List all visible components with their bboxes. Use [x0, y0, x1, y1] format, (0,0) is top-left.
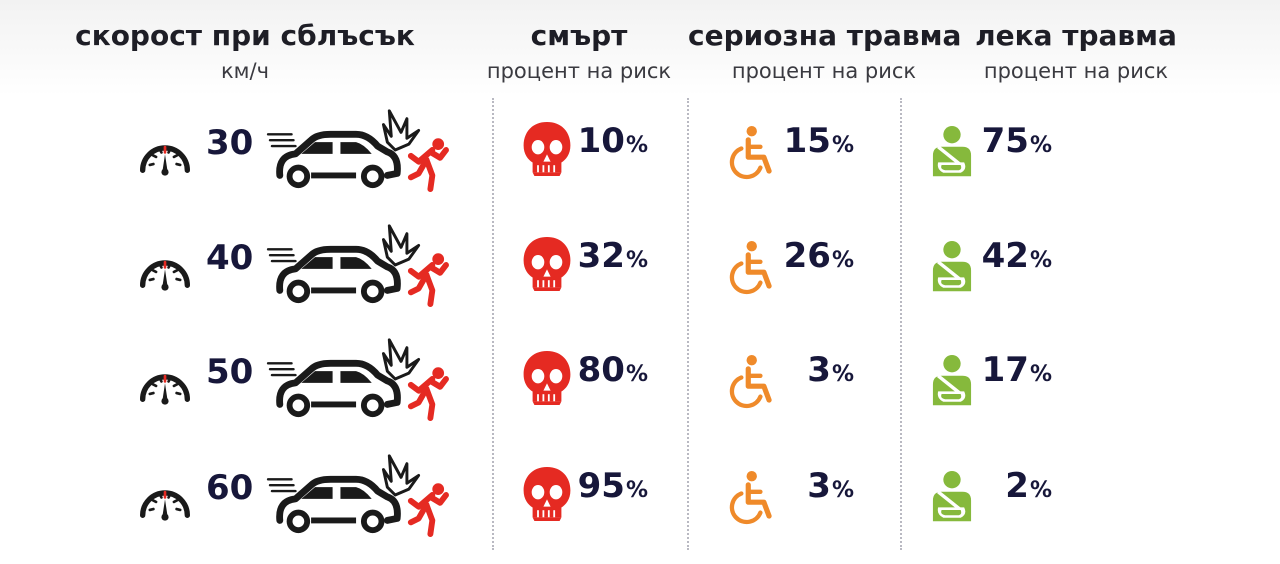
light-risk-value: 2 [1005, 466, 1029, 506]
header-light: лека травма процент на риск [960, 18, 1192, 86]
death-risk: 80% [556, 350, 648, 390]
header-death-subtitle: процент на риск [486, 59, 672, 83]
speedometer-icon [136, 360, 194, 410]
header-death: смърт процент на риск [470, 18, 688, 86]
speed-value: 60 [206, 468, 254, 508]
header-death-title: смърт [530, 19, 628, 52]
death-risk: 32% [556, 236, 648, 276]
car-crash-pedestrian-icon [266, 450, 452, 538]
serious-risk: 3% [762, 350, 854, 390]
serious-risk: 26% [762, 236, 854, 276]
speedometer-icon [136, 476, 194, 526]
header-serious-subtitle: процент на риск [731, 59, 917, 83]
serious-risk-value: 3 [807, 466, 831, 506]
death-risk-value: 32 [577, 236, 625, 276]
percent-sign: % [1029, 362, 1052, 387]
light-risk-value: 17 [981, 350, 1029, 390]
light-risk: 2% [960, 466, 1052, 506]
header-serious-title: сериозна травма [688, 19, 962, 52]
death-risk-value: 80 [577, 350, 625, 390]
percent-sign: % [625, 248, 648, 273]
column-divider [900, 98, 902, 550]
percent-sign: % [831, 133, 854, 158]
data-row: 60 95% 3% 2% [0, 448, 1280, 548]
speed-value: 40 [206, 238, 254, 278]
light-risk: 42% [960, 236, 1052, 276]
light-risk-value: 42 [981, 236, 1029, 276]
death-risk-value: 10 [577, 121, 625, 161]
column-divider [687, 98, 689, 550]
speedometer-icon [136, 131, 194, 181]
serious-risk: 3% [762, 466, 854, 506]
percent-sign: % [831, 362, 854, 387]
percent-sign: % [1029, 478, 1052, 503]
serious-risk-value: 15 [783, 121, 831, 161]
light-risk-value: 75 [981, 121, 1029, 161]
speed-value: 30 [206, 123, 254, 163]
percent-sign: % [831, 248, 854, 273]
percent-sign: % [625, 362, 648, 387]
speedometer-icon [136, 246, 194, 296]
death-risk: 95% [556, 466, 648, 506]
percent-sign: % [625, 478, 648, 503]
serious-risk-value: 26 [783, 236, 831, 276]
column-divider [492, 98, 494, 550]
data-row: 50 80% 3% 17% [0, 332, 1280, 432]
car-crash-pedestrian-icon [266, 334, 452, 422]
light-risk: 17% [960, 350, 1052, 390]
light-risk: 75% [960, 121, 1052, 161]
header-light-subtitle: процент на риск [983, 59, 1169, 83]
percent-sign: % [1029, 133, 1052, 158]
percent-sign: % [625, 133, 648, 158]
car-crash-pedestrian-icon [266, 105, 452, 193]
header-serious: сериозна травма процент на риск [688, 18, 962, 86]
serious-risk-value: 3 [807, 350, 831, 390]
header-speed-title: скорост при сблъсък [75, 19, 415, 52]
header-light-title: лека травма [975, 19, 1177, 52]
data-row: 40 32% 26% 42% [0, 218, 1280, 318]
death-risk: 10% [556, 121, 648, 161]
data-row: 30 10% 15% 75% [0, 103, 1280, 203]
car-crash-pedestrian-icon [266, 220, 452, 308]
header-speed: скорост при сблъсък км/ч [60, 18, 430, 86]
percent-sign: % [831, 478, 854, 503]
serious-risk: 15% [762, 121, 854, 161]
speed-value: 50 [206, 352, 254, 392]
death-risk-value: 95 [577, 466, 625, 506]
header-band [0, 0, 1280, 96]
header-speed-subtitle: км/ч [220, 59, 269, 83]
percent-sign: % [1029, 248, 1052, 273]
